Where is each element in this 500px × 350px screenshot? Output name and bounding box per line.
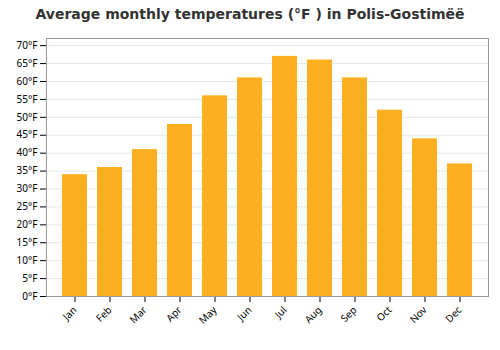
svg-text:Jan: Jan	[59, 303, 80, 324]
svg-text:Oct: Oct	[373, 303, 395, 325]
svg-text:30°F: 30°F	[17, 181, 38, 195]
svg-text:20°F: 20°F	[17, 217, 38, 231]
svg-text:35°F: 35°F	[17, 163, 38, 177]
svg-text:40°F: 40°F	[17, 145, 38, 159]
svg-text:10°F: 10°F	[17, 253, 38, 267]
svg-text:Apr: Apr	[163, 303, 185, 325]
svg-text:65°F: 65°F	[17, 56, 38, 70]
svg-text:Sep: Sep	[337, 303, 359, 325]
svg-text:Aug: Aug	[301, 303, 324, 326]
svg-text:Dec: Dec	[442, 303, 465, 326]
svg-text:Jun: Jun	[233, 303, 254, 324]
svg-text:55°F: 55°F	[17, 92, 38, 106]
svg-text:25°F: 25°F	[17, 199, 38, 213]
svg-text:70°F: 70°F	[17, 38, 38, 52]
svg-text:60°F: 60°F	[17, 74, 38, 88]
svg-text:Jul: Jul	[271, 303, 290, 322]
svg-text:5°F: 5°F	[22, 271, 37, 285]
svg-text:0°F: 0°F	[22, 289, 37, 303]
svg-text:Feb: Feb	[92, 303, 114, 325]
svg-text:50°F: 50°F	[17, 110, 38, 124]
svg-text:15°F: 15°F	[17, 235, 38, 249]
svg-text:Nov: Nov	[406, 302, 430, 326]
html-text:Average monthly temperatures (: Average monthly temperatures (°F ) in Po…	[35, 6, 465, 22]
svg-text:45°F: 45°F	[17, 127, 38, 141]
svg-text:May: May	[195, 302, 220, 327]
svg-text:Mar: Mar	[126, 303, 149, 326]
